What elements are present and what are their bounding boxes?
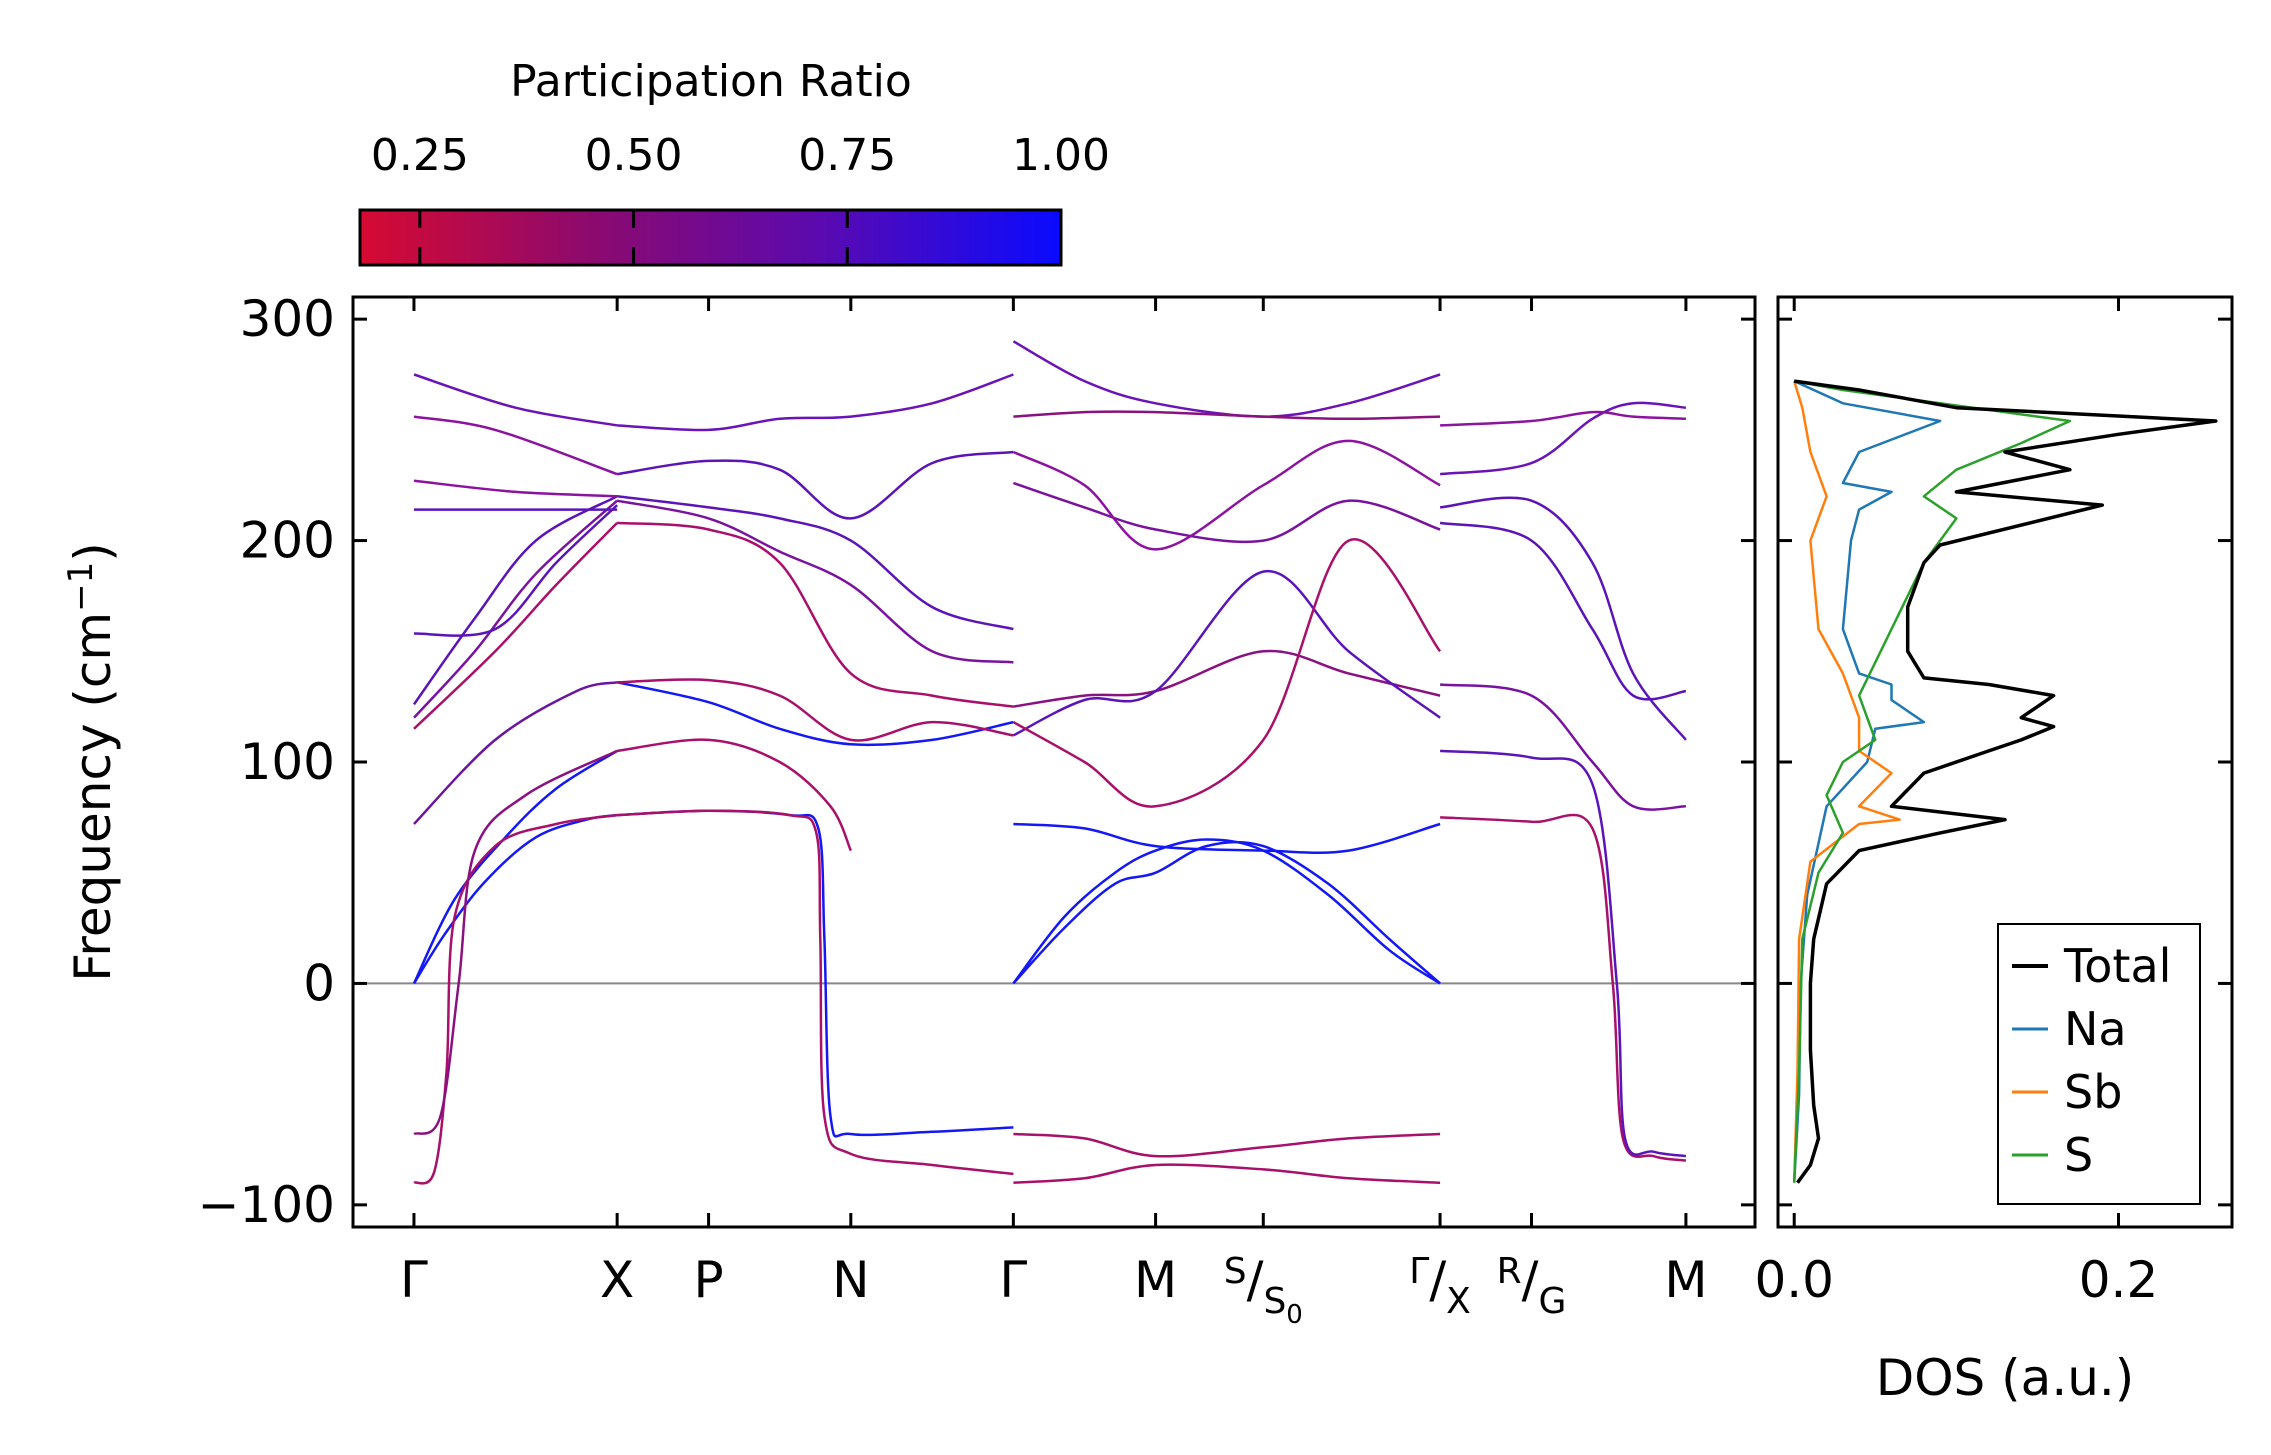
band-line-19 [616, 499, 1014, 664]
x-tick-label: N [832, 1251, 869, 1309]
band-lines [412, 340, 1687, 1185]
dos-panel: 0.0 0.2 DOS (a.u.) Total Na Sb S [1754, 295, 2234, 1407]
colorbar-ticks: 0.25 0.50 0.75 1.00 [371, 130, 1110, 265]
band-line-4 [413, 681, 618, 825]
band-line-26 [1013, 1132, 1441, 1158]
y-tick-label: 300 [240, 290, 335, 348]
band-line-25 [1013, 1163, 1441, 1184]
band-line-23 [1012, 838, 1441, 985]
x-tick-label: S/S0 [1224, 1251, 1303, 1330]
band-line-28 [1013, 649, 1441, 708]
band-line-29 [1012, 570, 1441, 737]
x-tick-label: M [1664, 1251, 1707, 1309]
x-tick-label: R/G [1497, 1251, 1567, 1322]
band-structure-panel: −100 0 100 200 300 Γ X P N Γ M S/S0 Γ/X R/G M Frequen… [61, 290, 1757, 1330]
x-tick-label: X [600, 1251, 634, 1309]
band-line-30 [1012, 537, 1442, 808]
y-tick-label: 100 [240, 733, 335, 791]
dos-x-tick-label: 0.0 [1754, 1251, 1834, 1309]
band-line-33 [1012, 340, 1441, 418]
legend-label: S [2064, 1128, 2093, 1182]
y-axis-label: Frequency (cm−1) [61, 542, 122, 982]
colorbar-tick-label: 0.50 [585, 130, 683, 181]
legend-box [1997, 923, 2201, 1205]
band-line-15 [616, 738, 852, 852]
band-line-38 [1439, 521, 1687, 701]
colorbar-tick-label: 0.75 [798, 130, 896, 181]
band-line-31 [1012, 481, 1441, 544]
band-line-32 [1012, 439, 1441, 551]
band-line-41 [1440, 410, 1686, 427]
colorbar-title: Participation Ratio [510, 56, 912, 107]
y-tick-label: −100 [198, 1176, 335, 1234]
x-tick-label: M [1134, 1251, 1177, 1309]
band-line-39 [1439, 496, 1687, 741]
y-tick-label: 200 [240, 512, 335, 570]
legend-label: Na [2064, 1002, 2127, 1056]
band-line-16 [616, 681, 1014, 747]
band-line-7 [412, 495, 618, 706]
band-line-13 [617, 809, 1014, 1138]
band-line-0 [412, 813, 618, 985]
band-line-2 [413, 813, 618, 1185]
x-tick-label: Γ/X [1409, 1251, 1471, 1322]
dos-ticks: 0.0 0.2 [1754, 297, 2232, 1309]
dos-line-total [1793, 379, 2218, 1184]
band-line-6 [413, 499, 618, 719]
band-line-18 [617, 521, 1014, 708]
colorbar-tick-label: 0.25 [371, 130, 469, 181]
band-line-17 [617, 678, 1014, 742]
band-line-35 [1440, 813, 1687, 1162]
band-line-10 [413, 479, 618, 498]
band-y-ticks: −100 0 100 200 300 [198, 290, 1755, 1234]
band-line-24 [1012, 840, 1441, 985]
band-line-27 [1013, 822, 1441, 854]
dos-line-s [1792, 379, 2072, 1183]
band-x-ticks: Γ X P N Γ M S/S0 Γ/X R/G M [400, 297, 1707, 1330]
band-line-3 [413, 749, 618, 1136]
band-line-12 [413, 373, 618, 427]
dos-x-axis-label: DOS (a.u.) [1876, 1349, 2135, 1407]
band-line-22 [617, 373, 1014, 432]
band-line-8 [413, 504, 618, 637]
band-line-36 [1440, 749, 1687, 1158]
band-line-21 [616, 450, 1014, 520]
legend-label: Sb [2064, 1065, 2122, 1119]
band-axes-frame [351, 295, 1757, 1229]
band-line-1 [412, 749, 618, 984]
x-tick-label: P [694, 1251, 724, 1309]
legend: Total Na Sb S [1997, 923, 2201, 1205]
band-line-5 [413, 522, 618, 730]
dos-x-tick-label: 0.2 [2079, 1251, 2159, 1309]
dos-line-na [1792, 379, 1942, 1183]
legend-label: Total [2063, 939, 2171, 993]
colorbar-tick-label: 1.00 [1012, 130, 1110, 181]
band-line-20 [616, 495, 1014, 631]
colorbar-gradient [358, 208, 1063, 267]
x-tick-label: Γ [400, 1251, 428, 1309]
band-line-11 [413, 415, 618, 476]
x-tick-label: Γ [999, 1251, 1027, 1309]
band-line-34 [1013, 410, 1441, 421]
band-line-14 [617, 809, 1014, 1176]
dos-lines [1792, 379, 2218, 1184]
y-tick-label: 0 [303, 954, 335, 1012]
band-line-40 [1439, 401, 1687, 476]
band-line-37 [1439, 683, 1686, 811]
colorbar: Participation Ratio 0.25 0.50 0.75 1.00 [358, 56, 1110, 267]
